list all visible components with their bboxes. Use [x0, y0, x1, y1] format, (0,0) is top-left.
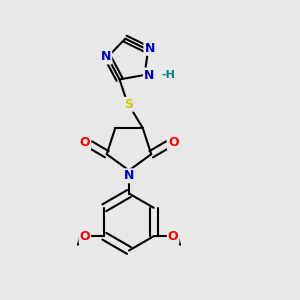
Text: S: S — [124, 98, 133, 111]
Text: O: O — [168, 136, 178, 149]
Text: O: O — [168, 230, 178, 243]
Text: N: N — [101, 50, 111, 64]
Text: N: N — [124, 169, 134, 182]
Text: O: O — [80, 136, 90, 149]
Text: -H: -H — [161, 70, 175, 80]
Text: N: N — [144, 42, 155, 55]
Text: N: N — [144, 68, 154, 82]
Text: O: O — [80, 230, 90, 243]
